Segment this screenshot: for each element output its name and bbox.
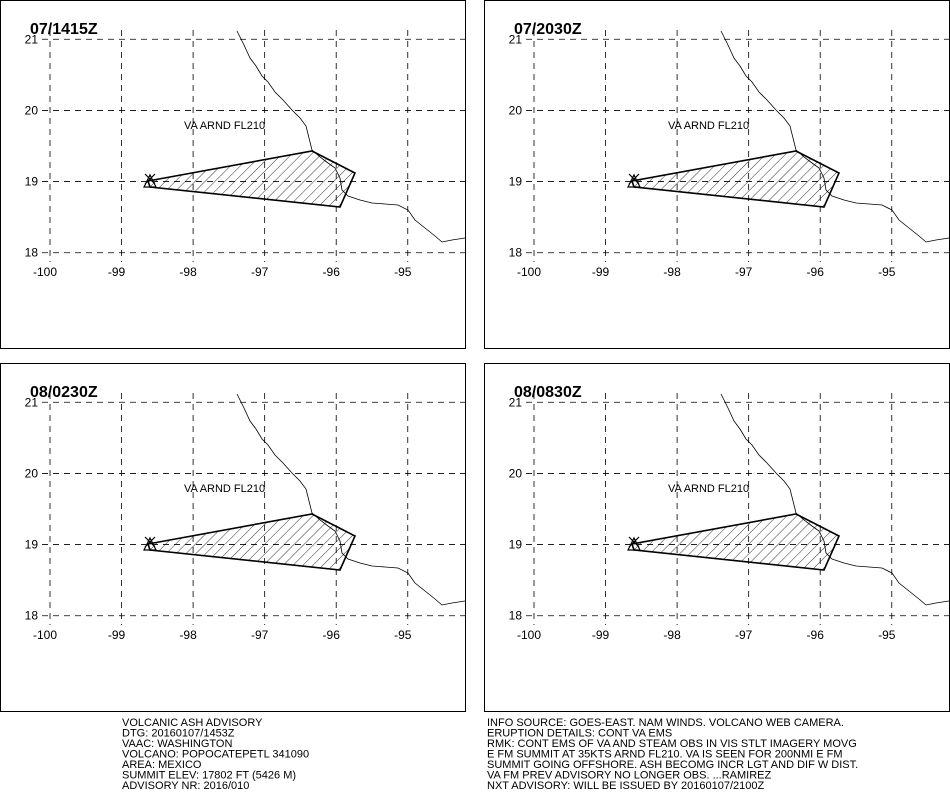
lon-label: -95 — [394, 265, 412, 279]
lat-label: 18 — [25, 246, 39, 260]
lon-label: -99 — [592, 265, 610, 279]
advisory-line: RMK: CONT EMS OF VA AND STEAM OBS IN VIS… — [487, 738, 857, 750]
lat-label: 19 — [509, 538, 523, 552]
lon-label: -98 — [663, 628, 681, 642]
lon-label: -96 — [807, 265, 825, 279]
lat-label: 18 — [25, 609, 39, 623]
lat-label: 20 — [25, 466, 39, 480]
lon-label: -98 — [663, 265, 681, 279]
panel-frame — [0, 0, 466, 349]
ash-label: VA ARND FL210 — [184, 483, 265, 495]
valid-time: 07/1415Z — [30, 21, 98, 38]
volcano-symbol — [627, 173, 641, 188]
advisory-line: VOLCANIC ASH ADVISORY — [122, 717, 263, 729]
advisory-line: ADVISORY NR: 2016/010 — [122, 780, 249, 792]
advisory-line: SUMMIT GOING OFFSHORE. ASH BECOMG INCR L… — [487, 759, 858, 771]
lon-label: -98 — [179, 628, 197, 642]
ash-label: VA ARND FL210 — [668, 483, 749, 495]
lat-label: 21 — [25, 395, 39, 409]
advisory-line: VOLCANO: POPOCATEPETL 341090 — [122, 749, 309, 761]
volcano-symbol — [143, 536, 157, 551]
lat-label: 20 — [509, 466, 523, 480]
lat-label: 18 — [509, 609, 523, 623]
lat-label: 19 — [25, 175, 39, 189]
lon-label: -96 — [323, 265, 341, 279]
advisory-line: E FM SUMMIT AT 35KTS ARND FL210. VA IS S… — [487, 749, 843, 761]
volcano-symbol — [143, 173, 157, 188]
lon-label: -98 — [179, 265, 197, 279]
advisory-line: AREA: MEXICO — [122, 759, 202, 771]
lon-label: -97 — [251, 265, 269, 279]
ash-area — [146, 513, 357, 571]
panel-frame — [0, 363, 466, 712]
ash-label: VA ARND FL210 — [668, 120, 749, 132]
ash-area — [630, 150, 841, 208]
map-panel: -100 -99 -98 -97 -96 -95 21 20 19 18 07/2030Z VA AR… — [484, 0, 950, 349]
advisory-line: INFO SOURCE: GOES-EAST. NAM WINDS. VOLCA… — [487, 717, 844, 729]
advisory-line: SUMMIT ELEV: 17802 FT (5426 M) — [122, 770, 296, 782]
map-panel: -100 -99 -98 -97 -96 -95 21 20 19 18 08/0230Z VA AR… — [0, 363, 466, 712]
valid-time: 08/0830Z — [514, 384, 582, 401]
map-panel: -100 -99 -98 -97 -96 -95 21 20 19 18 08/0830Z VA AR… — [484, 363, 950, 712]
valid-time: 07/2030Z — [514, 21, 582, 38]
coastline — [236, 393, 466, 606]
lat-label: 18 — [509, 246, 523, 260]
advisory-line: DTG: 20160107/1453Z — [122, 728, 235, 740]
lat-label: 20 — [25, 103, 39, 117]
lon-label: -100 — [517, 265, 541, 279]
lat-label: 20 — [509, 103, 523, 117]
advisory-line: ERUPTION DETAILS: CONT VA EMS — [487, 728, 672, 740]
lon-label: -96 — [807, 628, 825, 642]
lon-label: -95 — [394, 628, 412, 642]
lon-label: -100 — [33, 265, 57, 279]
lat-label: 21 — [509, 32, 523, 46]
advisory-line: VAAC: WASHINGTON — [122, 738, 232, 750]
lon-label: -96 — [323, 628, 341, 642]
lon-label: -97 — [251, 628, 269, 642]
advisory-line: VA FM PREV ADVISORY NO LONGER OBS. ...RA… — [487, 770, 772, 782]
lon-label: -99 — [108, 265, 126, 279]
map-panel: -100 -99 -98 -97 -96 -95 21 20 19 18 07/1415Z VA AR… — [0, 0, 466, 349]
coastline — [720, 393, 950, 606]
lon-label: -100 — [33, 628, 57, 642]
coastline — [720, 30, 950, 243]
coastline — [236, 30, 466, 243]
lat-label: 19 — [25, 538, 39, 552]
ash-area — [146, 150, 357, 208]
lon-label: -97 — [735, 265, 753, 279]
lat-label: 21 — [25, 32, 39, 46]
valid-time: 08/0230Z — [30, 384, 98, 401]
lon-label: -95 — [878, 265, 896, 279]
advisory-line: NXT ADVISORY: WILL BE ISSUED BY 20160107… — [487, 780, 764, 792]
lat-label: 19 — [509, 175, 523, 189]
volcano-symbol — [627, 536, 641, 551]
lat-label: 21 — [509, 395, 523, 409]
lon-label: -97 — [735, 628, 753, 642]
lon-label: -99 — [592, 628, 610, 642]
ash-area — [630, 513, 841, 571]
lon-label: -95 — [878, 628, 896, 642]
lon-label: -99 — [108, 628, 126, 642]
lon-label: -100 — [517, 628, 541, 642]
ash-label: VA ARND FL210 — [184, 120, 265, 132]
